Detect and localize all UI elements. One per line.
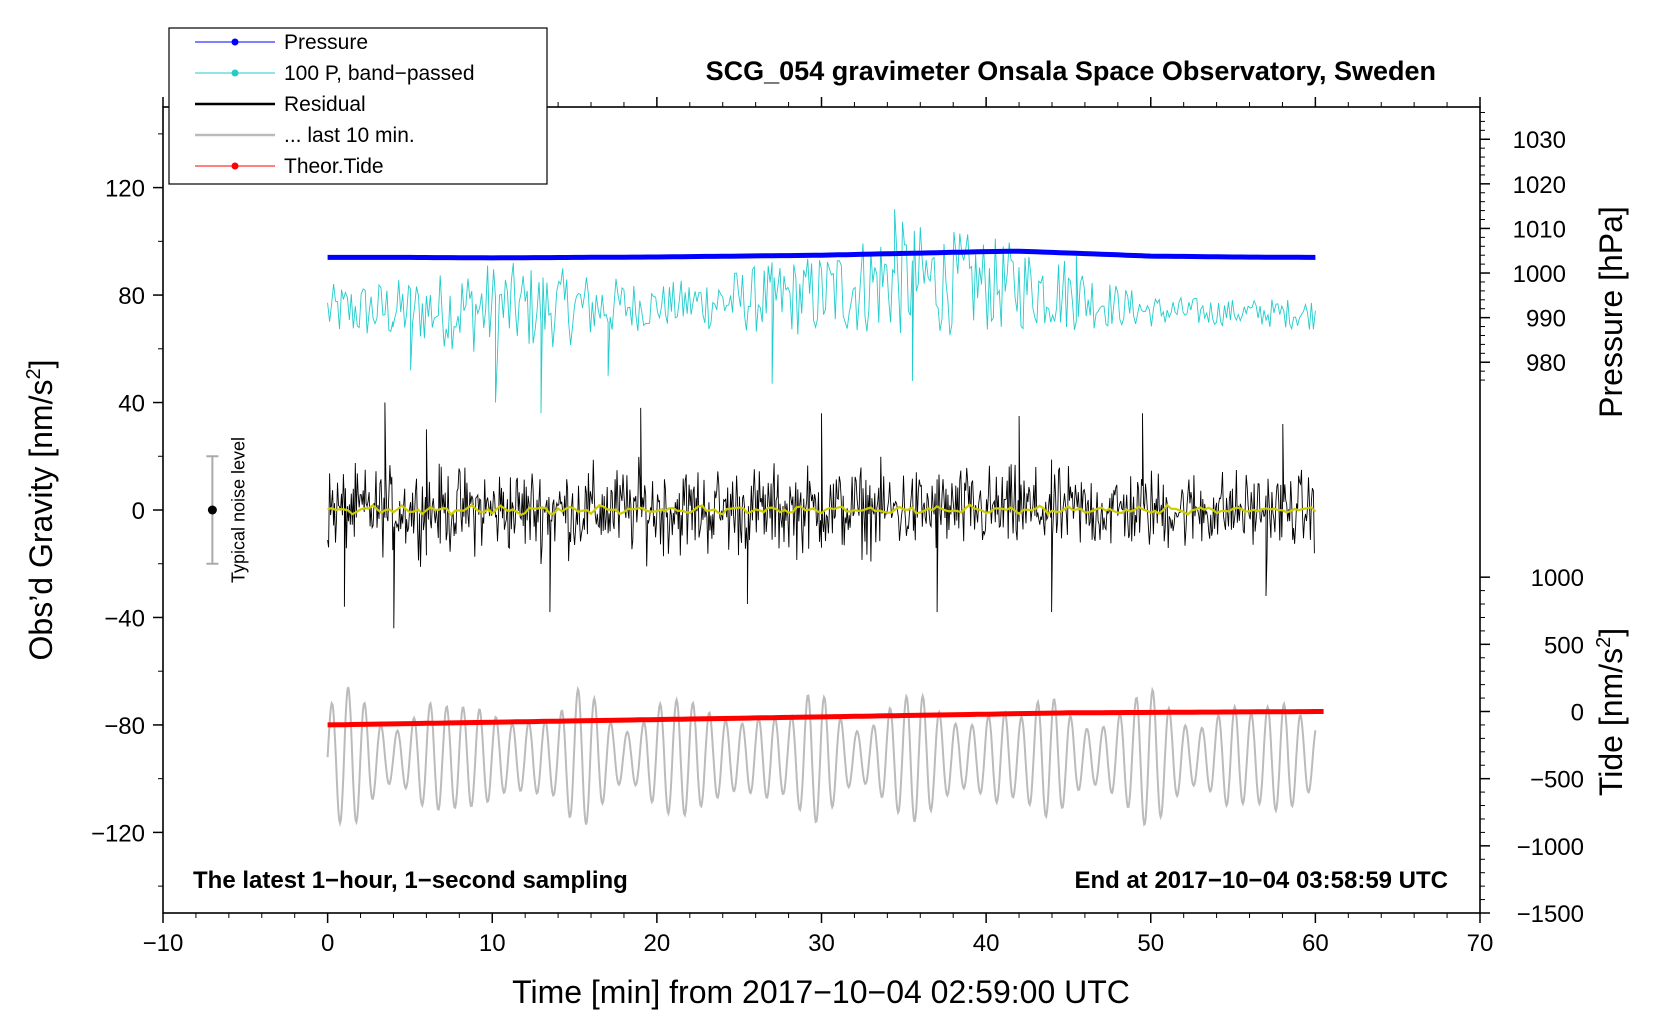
y-tick-label: 80 (118, 283, 145, 310)
tide-tick-label: 0 (1571, 700, 1584, 727)
legend-marker (231, 69, 239, 77)
legend-label: Pressure (284, 31, 368, 54)
tide-tick-label: −500 (1530, 767, 1584, 794)
y-tick-label: 0 (132, 498, 145, 525)
band-passed-pressure-line (327, 209, 1316, 414)
tide-tick-label: −1500 (1517, 901, 1584, 928)
x-tick-label: 40 (973, 930, 1000, 957)
y-tick-label: 40 (118, 391, 145, 418)
legend: Pressure 100 P, band−passed Residual ... la… (168, 27, 548, 185)
x-axis-title: Time [min] from 2017−10−04 02:59:00 UTC (512, 974, 1130, 1010)
residual-smoothed-line (327, 503, 1317, 517)
series-layer (326, 209, 1324, 828)
noise-center-dot (207, 505, 217, 515)
x-tick-label: 60 (1302, 930, 1329, 957)
tide-tick-label: 1000 (1531, 565, 1584, 592)
y-axis-title-tide: Tide [nm/s2] (1593, 628, 1629, 796)
x-tick-label: 10 (479, 930, 506, 957)
legend-label: Residual (284, 93, 366, 116)
pressure-tick-label: 1030 (1513, 127, 1566, 154)
legend-box (168, 27, 548, 185)
pressure-tick-label: 1000 (1513, 261, 1566, 288)
x-tick-label: 20 (644, 930, 671, 957)
theoretical-tide-line (327, 709, 1324, 728)
tick-layer: −10 0 10 20 30 40 50 60 70−120−80−40040801209809… (91, 97, 1584, 957)
legend-label: ... last 10 min. (284, 124, 415, 147)
tide-tick-label: −1000 (1517, 834, 1584, 861)
legend-label: 100 P, band−passed (284, 62, 475, 85)
pressure-tick-label: 1020 (1513, 172, 1566, 199)
tide-tick-label: 500 (1544, 632, 1584, 659)
y-tick-label: −80 (104, 713, 145, 740)
legend-marker (231, 38, 239, 46)
x-tick-label: 50 (1137, 930, 1164, 957)
note-end-time: End at 2017−10−04 03:58:59 UTC (1074, 867, 1448, 894)
noise-label: Typical noise level (228, 437, 248, 583)
last-10-min-line (326, 685, 1317, 828)
pressure-line (327, 248, 1316, 261)
x-tick-label: −10 (143, 930, 184, 957)
pressure-tick-label: 990 (1526, 306, 1566, 333)
pressure-tick-label: 1010 (1513, 216, 1566, 243)
legend-marker (231, 162, 239, 170)
y-axis-title-tide-end: ] (1593, 628, 1629, 637)
y-axis-title-left-main: Obs’d Gravity [nm/s (23, 380, 59, 661)
x-tick-label: 0 (321, 930, 334, 957)
residual-line (327, 402, 1315, 629)
y-tick-label: −120 (91, 820, 145, 847)
y-tick-label: −40 (104, 605, 145, 632)
y-axis-title-left-end: ] (23, 360, 59, 369)
y-axis-title-tide-main: Tide [nm/s (1593, 648, 1629, 796)
pressure-tick-label: 980 (1526, 350, 1566, 377)
note-sampling: The latest 1−hour, 1−second sampling (193, 867, 628, 894)
y-axis-title-left: Obs’d Gravity [nm/s2] (23, 360, 59, 661)
legend-label: Theor.Tide (284, 155, 384, 178)
chart-title: SCG_054 gravimeter Onsala Space Observat… (706, 56, 1436, 86)
y-axis-title-pressure: Pressure [hPa] (1593, 206, 1629, 418)
y-tick-label: 120 (105, 176, 145, 203)
y-axis-title-left-sup: 2 (23, 368, 45, 379)
x-tick-label: 70 (1467, 930, 1494, 957)
y-axis-title-tide-sup: 2 (1593, 637, 1615, 648)
x-tick-label: 30 (808, 930, 835, 957)
noise-indicator: Typical noise level (206, 437, 248, 583)
